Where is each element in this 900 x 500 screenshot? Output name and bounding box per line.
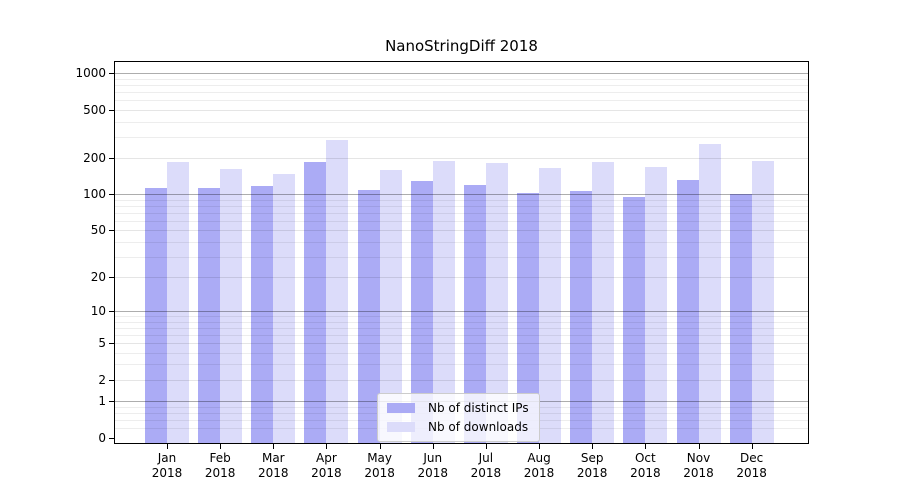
bar-downloads-jul bbox=[485, 162, 508, 444]
x-tick-oct bbox=[645, 444, 647, 449]
x-tick-nov bbox=[698, 444, 700, 449]
bar-downloads-dec bbox=[751, 160, 774, 444]
x-tick-mar bbox=[273, 444, 275, 449]
x-tick-label-apr: Apr 2018 bbox=[311, 451, 342, 480]
bar-distinct-ips-oct bbox=[623, 196, 646, 444]
y-tick-200 bbox=[109, 158, 114, 160]
legend-label-distinct-ips: Nb of distinct IPs bbox=[428, 401, 529, 415]
x-tick-label-mar: Mar 2018 bbox=[258, 451, 289, 480]
x-tick-jul bbox=[485, 444, 487, 449]
x-tick-feb bbox=[220, 444, 222, 449]
bar-distinct-ips-jun bbox=[410, 180, 433, 444]
y-tick-20 bbox=[109, 277, 114, 279]
y-tick-0 bbox=[109, 437, 114, 439]
legend: Nb of distinct IPs Nb of downloads bbox=[377, 393, 540, 442]
bar-downloads-nov bbox=[698, 144, 721, 444]
bar-downloads-jun bbox=[432, 160, 455, 444]
y-tick-label-2: 2 bbox=[98, 372, 106, 387]
x-tick-aug bbox=[539, 444, 541, 449]
y-tick-label-100: 100 bbox=[83, 187, 106, 202]
bar-downloads-jan bbox=[167, 161, 189, 444]
bar-distinct-ips-nov bbox=[676, 179, 699, 444]
x-tick-label-feb: Feb 2018 bbox=[204, 451, 236, 480]
y-tick-label-500: 500 bbox=[83, 102, 106, 117]
x-tick-label-jul: Jul 2018 bbox=[470, 451, 502, 480]
y-tick-label-200: 200 bbox=[83, 151, 106, 166]
bar-distinct-ips-sep bbox=[570, 191, 593, 444]
y-tick-50 bbox=[109, 230, 114, 232]
x-tick-jun bbox=[432, 444, 434, 449]
x-tick-apr bbox=[326, 444, 328, 449]
bar-distinct-ips-jul bbox=[463, 184, 486, 444]
bar-downloads-mar bbox=[273, 173, 296, 444]
x-tick-label-dec: Dec 2018 bbox=[736, 451, 767, 480]
y-tick-label-0: 0 bbox=[98, 430, 106, 445]
x-tick-label-oct: Oct 2018 bbox=[630, 451, 661, 480]
bar-downloads-apr bbox=[326, 139, 349, 444]
bar-distinct-ips-feb bbox=[198, 187, 221, 444]
y-tick-label-10: 10 bbox=[90, 304, 106, 319]
legend-item-distinct-ips: Nb of distinct IPs bbox=[387, 401, 529, 415]
y-tick-5 bbox=[109, 343, 114, 345]
y-tick-1 bbox=[109, 400, 114, 402]
x-tick-may bbox=[379, 444, 381, 449]
x-tick-label-jun: Jun 2018 bbox=[417, 451, 449, 480]
x-tick-sep bbox=[592, 444, 594, 449]
bar-downloads-oct bbox=[645, 167, 668, 444]
bar-distinct-ips-aug bbox=[517, 192, 540, 444]
bar-distinct-ips-mar bbox=[251, 185, 274, 444]
x-tick-label-aug: Aug 2018 bbox=[523, 451, 555, 480]
x-tick-label-may: May 2018 bbox=[364, 451, 395, 480]
y-tick-label-20: 20 bbox=[90, 270, 106, 285]
legend-item-downloads: Nb of downloads bbox=[387, 420, 529, 434]
y-tick-1000 bbox=[109, 73, 114, 75]
x-tick-label-sep: Sep 2018 bbox=[576, 451, 608, 480]
bar-distinct-ips-dec bbox=[729, 194, 752, 444]
x-tick-jan bbox=[167, 444, 168, 449]
bar-downloads-feb bbox=[220, 168, 243, 444]
legend-swatch-distinct-ips bbox=[387, 403, 415, 413]
plot-area: Nb of distinct IPs Nb of downloads bbox=[114, 61, 809, 444]
bar-downloads-sep bbox=[592, 161, 615, 444]
legend-swatch-downloads bbox=[387, 422, 415, 432]
chart-title: NanoStringDiff 2018 bbox=[385, 37, 538, 55]
y-tick-100 bbox=[109, 194, 114, 196]
y-tick-10 bbox=[109, 311, 114, 313]
bars-layer bbox=[114, 61, 809, 444]
bar-distinct-ips-may bbox=[357, 189, 380, 444]
y-tick-2 bbox=[109, 379, 114, 381]
y-tick-label-1000: 1000 bbox=[75, 66, 106, 81]
legend-label-downloads: Nb of downloads bbox=[428, 420, 529, 434]
x-tick-label-jan: Jan 2018 bbox=[151, 451, 183, 480]
bar-distinct-ips-apr bbox=[304, 161, 327, 444]
bar-distinct-ips-jan bbox=[145, 188, 167, 444]
x-tick-label-nov: Nov 2018 bbox=[683, 451, 714, 480]
bar-downloads-may bbox=[379, 170, 402, 444]
y-tick-label-50: 50 bbox=[90, 223, 106, 238]
x-tick-dec bbox=[751, 444, 753, 449]
bar-downloads-aug bbox=[539, 168, 562, 444]
y-tick-500 bbox=[109, 109, 114, 111]
y-tick-label-5: 5 bbox=[98, 336, 106, 351]
y-tick-label-1: 1 bbox=[98, 393, 106, 408]
